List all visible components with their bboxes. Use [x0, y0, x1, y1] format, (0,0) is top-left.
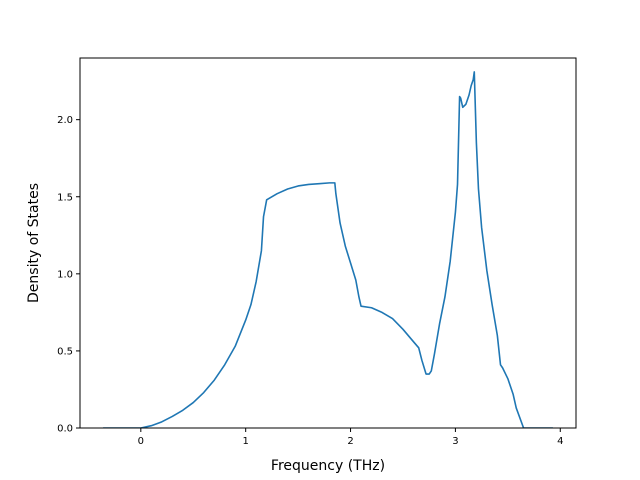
dos-series-line-0: [103, 71, 553, 428]
axes-frame: [79, 57, 577, 429]
y-axis-label: Density of States: [26, 183, 42, 303]
x-tick-label: 0: [138, 436, 144, 447]
axis-ticks: 0 1 2 3 4 0.0 0.5 1.0 1.5 2.0: [57, 115, 563, 447]
x-tick-label: 2: [347, 436, 353, 447]
y-tick-label: 2.0: [57, 115, 73, 126]
y-tick-label: 1.0: [57, 269, 73, 280]
x-tick-label: 4: [557, 436, 563, 447]
x-axis-label: Frequency (THz): [271, 458, 385, 474]
x-tick-label: 3: [452, 436, 458, 447]
y-tick-label: 1.5: [57, 192, 73, 203]
y-tick-label: 0.5: [57, 346, 73, 357]
plot-area: [103, 71, 553, 428]
x-tick-label: 1: [242, 436, 248, 447]
y-tick-label: 0.0: [57, 424, 73, 435]
